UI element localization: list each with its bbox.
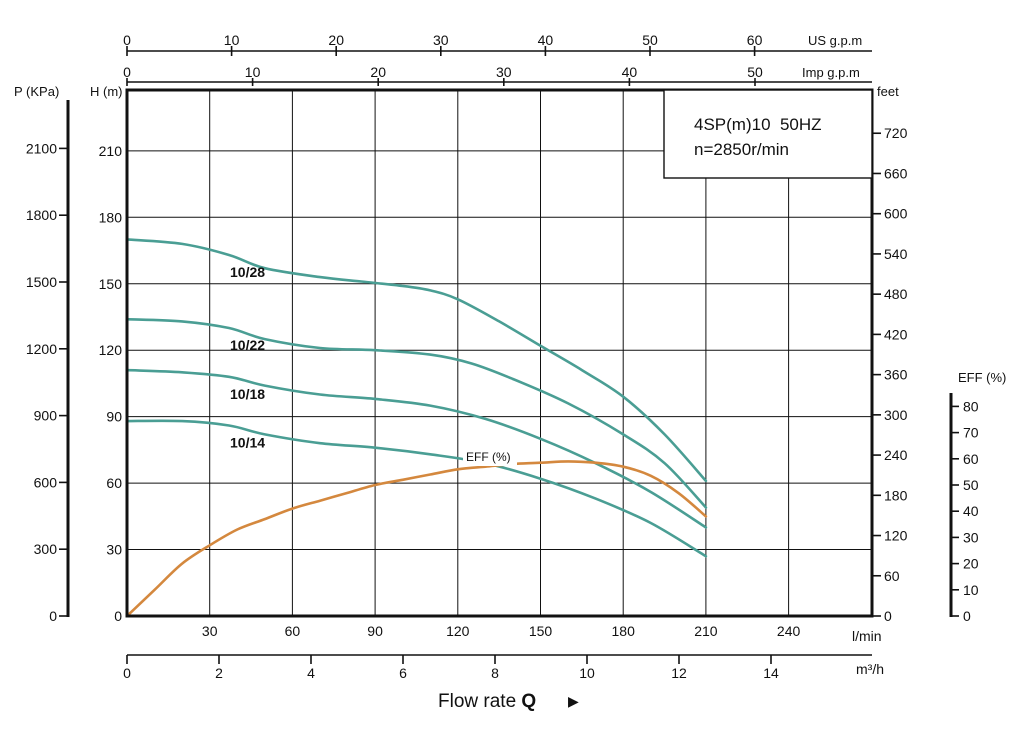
feet-tick-label: 180: [884, 487, 908, 503]
m3h-tick-label: 0: [123, 665, 131, 681]
imp-gpm-tick-label: 10: [245, 64, 261, 80]
head-axis-label: H (m): [90, 84, 123, 99]
eff-tick-label: 70: [963, 425, 979, 441]
eff-tick-label: 50: [963, 477, 979, 493]
curve-label-10-14: 10/14: [230, 435, 265, 451]
eff-tick-label: 60: [963, 451, 979, 467]
flow-rate-q: Q: [521, 691, 536, 712]
pressure-tick-label: 300: [34, 541, 58, 557]
pressure-axis-label: P (KPa): [14, 84, 59, 99]
pressure-tick-label: 2100: [26, 140, 57, 156]
curves: [125, 238, 708, 618]
info-box: 4SP(m)10 50HZ n=2850r/min: [663, 89, 873, 179]
head-tick-label: 90: [106, 409, 122, 425]
m3h-tick-label: 4: [307, 665, 315, 681]
feet-tick-label: 300: [884, 407, 908, 423]
feet-tick-label: 60: [884, 568, 900, 584]
eff-tick-label: 10: [963, 582, 979, 598]
pressure-tick-label: 900: [34, 408, 58, 424]
feet-tick-label: 540: [884, 246, 908, 262]
curve-label-10-22: 10/22: [230, 337, 265, 353]
x-axis-label: l/min: [852, 628, 882, 644]
x-tick-label: 120: [446, 623, 470, 639]
axes: 30 60 90 120 150 180 210 2400306090120150180210…: [26, 32, 979, 681]
eff-tick-label: 30: [963, 529, 979, 545]
x-tick-label: 210: [694, 623, 718, 639]
imp-gpm-tick-label: 0: [123, 64, 131, 80]
eff-axis-label: EFF (%): [958, 370, 1006, 385]
x-tick-label: 240: [777, 623, 801, 639]
m3h-tick-label: 12: [671, 665, 687, 681]
eff-label-bg: [463, 448, 517, 466]
pressure-tick-label: 1800: [26, 207, 57, 223]
feet-tick-label: 660: [884, 165, 908, 181]
eff-curve-label: EFF (%): [466, 450, 511, 464]
flow-rate-arrow: ▶: [568, 693, 579, 709]
pressure-tick-label: 600: [34, 474, 58, 490]
head-tick-label: 120: [99, 342, 123, 358]
feet-tick-label: 720: [884, 125, 908, 141]
us-gpm-tick-label: 0: [123, 32, 131, 48]
us-gpm-tick-label: 60: [747, 32, 763, 48]
feet-tick-label: 600: [884, 206, 908, 222]
feet-tick-label: 420: [884, 326, 908, 342]
us-gpm-tick-label: 10: [224, 32, 240, 48]
eff-tick-label: 20: [963, 556, 979, 572]
imp-gpm-tick-label: 20: [370, 64, 386, 80]
efficiency-curve: [125, 460, 708, 618]
us-gpm-tick-label: 30: [433, 32, 449, 48]
head-tick-label: 210: [99, 143, 123, 159]
imp-gpm-tick-label: 40: [622, 64, 638, 80]
curve-label-10-28: 10/28: [230, 264, 265, 280]
head-tick-label: 0: [114, 608, 122, 624]
head-tick-label: 30: [106, 542, 122, 558]
head-curve-10-18: [125, 368, 708, 529]
flow-rate-label: Flow rate Q: [438, 691, 536, 712]
feet-tick-label: 240: [884, 447, 908, 463]
info-box-line2: n=2850r/min: [694, 140, 789, 159]
head-tick-label: 180: [99, 209, 123, 225]
feet-tick-label: 0: [884, 608, 892, 624]
x-tick-label: 150: [529, 623, 553, 639]
x-tick-label: 60: [285, 623, 301, 639]
feet-axis-label: feet: [877, 84, 899, 99]
grid: [127, 90, 872, 616]
feet-tick-label: 480: [884, 286, 908, 302]
us-gpm-tick-label: 50: [642, 32, 658, 48]
pressure-tick-label: 1200: [26, 341, 57, 357]
head-curve-10-22: [125, 317, 708, 509]
head-curve-10-14: [125, 419, 708, 558]
m3h-tick-label: 10: [579, 665, 595, 681]
head-curve-10-28: [125, 238, 708, 483]
us-gpm-unit: US g.p.m: [808, 33, 862, 48]
m3h-tick-label: 6: [399, 665, 407, 681]
info-box-line1: 4SP(m)10 50HZ: [694, 115, 822, 134]
m3h-tick-label: 2: [215, 665, 223, 681]
m3h-unit: m³/h: [856, 661, 884, 677]
curve-label-10-18: 10/18: [230, 386, 265, 402]
imp-gpm-tick-label: 30: [496, 64, 512, 80]
feet-tick-label: 360: [884, 367, 908, 383]
m3h-tick-label: 8: [491, 665, 499, 681]
m3h-tick-label: 14: [763, 665, 779, 681]
eff-tick-label: 40: [963, 503, 979, 519]
imp-gpm-tick-label: 50: [747, 64, 763, 80]
curve-labels: 10/28 10/22 10/18 10/14 EFF (%): [230, 264, 517, 466]
eff-tick-label: 0: [963, 608, 971, 624]
us-gpm-tick-label: 40: [538, 32, 554, 48]
x-tick-label: 180: [612, 623, 636, 639]
imp-gpm-unit: Imp g.p.m: [802, 65, 860, 80]
pressure-tick-label: 1500: [26, 274, 57, 290]
x-tick-label: 90: [367, 623, 383, 639]
us-gpm-tick-label: 20: [328, 32, 344, 48]
head-tick-label: 150: [99, 276, 123, 292]
feet-tick-label: 120: [884, 528, 908, 544]
x-tick-label: 30: [202, 623, 218, 639]
flow-rate-text: Flow rate: [438, 691, 521, 712]
plot-frame: [125, 88, 874, 618]
head-tick-label: 60: [106, 475, 122, 491]
pressure-tick-label: 0: [49, 608, 57, 624]
eff-tick-label: 80: [963, 398, 979, 414]
